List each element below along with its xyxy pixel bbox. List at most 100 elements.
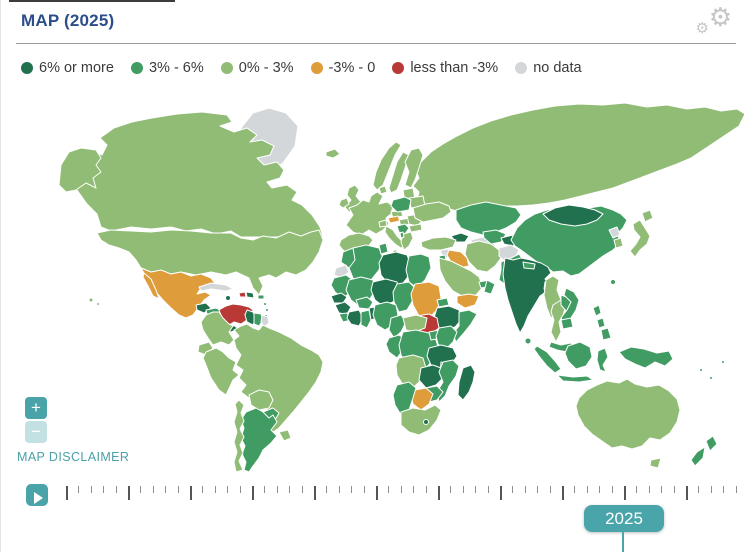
country-sumatra[interactable]	[533, 345, 562, 374]
country-oman[interactable]	[483, 279, 496, 295]
country-haiti[interactable]	[238, 291, 247, 298]
country-sri-lanka[interactable]	[524, 337, 532, 345]
country-tasmania[interactable]	[649, 457, 662, 469]
country-peru[interactable]	[202, 347, 240, 396]
country-turkey[interactable]	[420, 236, 457, 251]
country-uzbekistan[interactable]	[482, 229, 507, 245]
country-puerto-rico[interactable]	[257, 294, 265, 300]
country-somalia[interactable]	[452, 309, 478, 343]
country-denmark[interactable]	[378, 185, 388, 195]
country-guinea[interactable]	[334, 301, 352, 315]
country-australia[interactable]	[575, 378, 681, 450]
country-lesser-antilles[interactable]	[263, 302, 267, 306]
country-saudi-arabia[interactable]	[438, 257, 484, 298]
country-india[interactable]	[502, 257, 552, 334]
country-zambia[interactable]	[418, 364, 444, 389]
country-java[interactable]	[556, 374, 594, 383]
zoom-out-button[interactable]: −	[25, 421, 47, 443]
country-pacific-islands[interactable]	[721, 360, 725, 364]
country-iran[interactable]	[464, 240, 502, 273]
country-kenya[interactable]	[435, 325, 458, 351]
country-chile[interactable]	[233, 399, 245, 473]
country-taiwan[interactable]	[610, 279, 616, 285]
country-japan[interactable]	[629, 219, 651, 258]
country-jamaica[interactable]	[225, 295, 231, 301]
country-guyana[interactable]	[244, 309, 257, 326]
country-cuba[interactable]	[198, 282, 234, 292]
country-bolivia[interactable]	[248, 389, 274, 411]
country-japan[interactable]	[641, 209, 654, 223]
country-angola[interactable]	[395, 354, 427, 389]
country-ivory-coast[interactable]	[346, 309, 364, 327]
year-slider-handle[interactable]: 2025	[584, 505, 664, 532]
country-new-guinea[interactable]	[618, 346, 674, 369]
country-suriname[interactable]	[253, 312, 264, 327]
country-austria[interactable]	[387, 215, 401, 224]
country-sulawesi[interactable]	[596, 347, 609, 373]
legend-item-nd[interactable]: no data	[515, 60, 582, 76]
legend-item-g3[interactable]: 3% - 6%	[130, 60, 204, 76]
country-egypt[interactable]	[405, 253, 432, 289]
country-ireland[interactable]	[338, 197, 350, 209]
country-sudan[interactable]	[410, 281, 442, 319]
country-new-zealand[interactable]	[705, 435, 718, 452]
country-dominican-republic[interactable]	[245, 291, 255, 299]
legend-item-g0[interactable]: 0% - 3%	[220, 60, 294, 76]
country-philippines[interactable]	[592, 304, 602, 317]
country-north-korea[interactable]	[608, 226, 621, 239]
legend-item-o[interactable]: -3% - 0	[310, 60, 375, 76]
country-poland[interactable]	[390, 196, 412, 213]
country-tunisia[interactable]	[378, 242, 389, 255]
country-new-zealand[interactable]	[690, 446, 706, 467]
country-lesser-antilles[interactable]	[265, 308, 269, 312]
country-lesotho[interactable]	[423, 419, 429, 425]
country-south-africa[interactable]	[400, 404, 442, 436]
country-kazakhstan[interactable]	[455, 201, 522, 236]
country-albania[interactable]	[399, 231, 405, 239]
country-bulgaria[interactable]	[408, 223, 423, 233]
country-cameroon[interactable]	[388, 314, 407, 339]
play-button[interactable]	[26, 484, 48, 506]
country-french-guiana[interactable]	[260, 314, 270, 328]
country-brazil[interactable]	[233, 323, 324, 433]
country-ghana[interactable]	[360, 309, 372, 329]
country-chad[interactable]	[392, 281, 416, 313]
timeline-tick	[425, 486, 427, 493]
legend-item-r[interactable]: less than -3%	[392, 60, 498, 76]
country-cambodia[interactable]	[560, 317, 574, 330]
country-philippines[interactable]	[600, 327, 612, 341]
country-hawaii[interactable]	[88, 297, 94, 303]
country-russia[interactable]	[412, 102, 746, 213]
map-disclaimer-link[interactable]: MAP DISCLAIMER	[17, 450, 130, 464]
country-croatia-serbia[interactable]	[396, 223, 410, 235]
legend-item-g6[interactable]: 6% or more	[21, 60, 114, 76]
country-burkina-faso[interactable]	[355, 296, 374, 310]
country-pacific-islands[interactable]	[709, 376, 713, 380]
country-central-african-republic[interactable]	[402, 314, 428, 333]
country-nepal[interactable]	[522, 261, 536, 270]
country-canada[interactable]	[71, 111, 324, 238]
country-mexico[interactable]	[142, 272, 160, 300]
country-uruguay[interactable]	[278, 429, 292, 442]
country-finland[interactable]	[404, 147, 424, 189]
country-senegal[interactable]	[330, 292, 348, 304]
country-switzerland[interactable]	[378, 219, 388, 228]
country-south-korea[interactable]	[613, 237, 624, 249]
country-hawaii[interactable]	[96, 302, 100, 306]
country-ukraine[interactable]	[412, 201, 452, 223]
timeline-track[interactable]	[66, 486, 742, 501]
country-philippines[interactable]	[596, 317, 606, 329]
country-alaska[interactable]	[58, 147, 102, 193]
country-borneo[interactable]	[564, 341, 593, 370]
country-norway[interactable]	[372, 141, 402, 191]
country-madagascar[interactable]	[457, 364, 476, 401]
country-argentina[interactable]	[240, 407, 278, 473]
country-yemen[interactable]	[456, 293, 480, 309]
settings-button[interactable]: ⚙ ⚙	[693, 4, 735, 42]
country-niger[interactable]	[370, 278, 400, 307]
country-iceland[interactable]	[325, 148, 341, 159]
country-mongolia[interactable]	[542, 204, 604, 227]
zoom-in-button[interactable]: +	[25, 397, 47, 419]
country-eritrea[interactable]	[436, 297, 450, 308]
country-pacific-islands[interactable]	[699, 368, 703, 372]
